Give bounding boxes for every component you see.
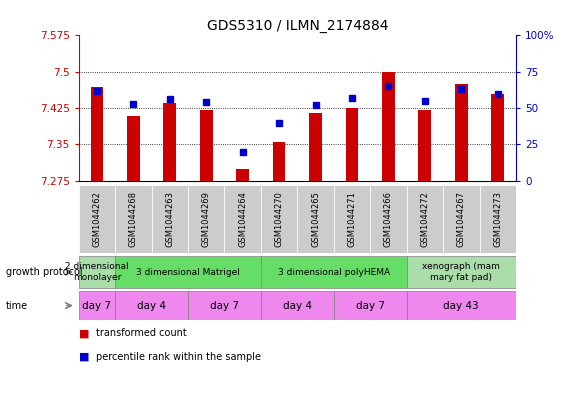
Text: GSM1044269: GSM1044269 (202, 191, 210, 247)
Bar (333, 292, 407, 320)
Text: GSM1044265: GSM1044265 (311, 191, 320, 247)
Text: GSM1044267: GSM1044267 (457, 191, 466, 247)
Text: transformed count: transformed count (96, 328, 187, 338)
Bar (115, 292, 188, 320)
Bar (163, 103, 176, 181)
Text: ■: ■ (79, 352, 89, 362)
Text: GSM1044272: GSM1044272 (420, 191, 429, 247)
Text: xenograph (mam
mary fat pad): xenograph (mam mary fat pad) (422, 263, 500, 282)
Text: percentile rank within the sample: percentile rank within the sample (96, 352, 261, 362)
Text: GSM1044273: GSM1044273 (493, 191, 502, 247)
Bar (79, 292, 115, 320)
Title: GDS5310 / ILMN_2174884: GDS5310 / ILMN_2174884 (206, 19, 388, 33)
Bar (491, 94, 504, 181)
Bar (333, 185, 370, 253)
Bar (382, 72, 395, 181)
Text: GSM1044268: GSM1044268 (129, 191, 138, 247)
Bar (419, 110, 431, 181)
Bar (188, 185, 224, 253)
Text: 3 dimensional Matrigel: 3 dimensional Matrigel (136, 268, 240, 277)
Bar (115, 256, 261, 288)
Text: day 4: day 4 (283, 301, 312, 310)
Bar (443, 185, 479, 253)
Text: growth protocol: growth protocol (6, 267, 82, 277)
Bar (455, 84, 468, 181)
Text: day 43: day 43 (444, 301, 479, 310)
Bar (152, 185, 188, 253)
Text: day 7: day 7 (82, 301, 111, 310)
Bar (79, 185, 115, 253)
Bar (407, 256, 516, 288)
Text: GSM1044262: GSM1044262 (93, 191, 101, 247)
Text: 2 dimensional
monolayer: 2 dimensional monolayer (65, 263, 129, 282)
Bar (224, 185, 261, 253)
Text: day 7: day 7 (210, 301, 239, 310)
Bar (407, 292, 516, 320)
Bar (479, 185, 516, 253)
Bar (115, 185, 152, 253)
Text: day 7: day 7 (356, 301, 385, 310)
Bar (309, 113, 322, 181)
Text: GSM1044263: GSM1044263 (166, 191, 174, 247)
Bar (273, 142, 286, 181)
Bar (127, 116, 140, 181)
Bar (297, 185, 333, 253)
Text: GSM1044270: GSM1044270 (275, 191, 283, 247)
Bar (407, 185, 443, 253)
Text: 3 dimensional polyHEMA: 3 dimensional polyHEMA (278, 268, 390, 277)
Bar (90, 87, 103, 181)
Bar (346, 108, 359, 181)
Bar (79, 256, 115, 288)
Bar (261, 292, 333, 320)
Bar (261, 185, 297, 253)
Bar (188, 292, 261, 320)
Text: time: time (6, 301, 28, 310)
Text: ■: ■ (79, 328, 89, 338)
Bar (261, 256, 407, 288)
Bar (370, 185, 407, 253)
Text: GSM1044266: GSM1044266 (384, 191, 393, 247)
Text: GSM1044264: GSM1044264 (238, 191, 247, 247)
Text: GSM1044271: GSM1044271 (347, 191, 356, 247)
Text: day 4: day 4 (137, 301, 166, 310)
Bar (236, 169, 249, 181)
Bar (200, 110, 213, 181)
